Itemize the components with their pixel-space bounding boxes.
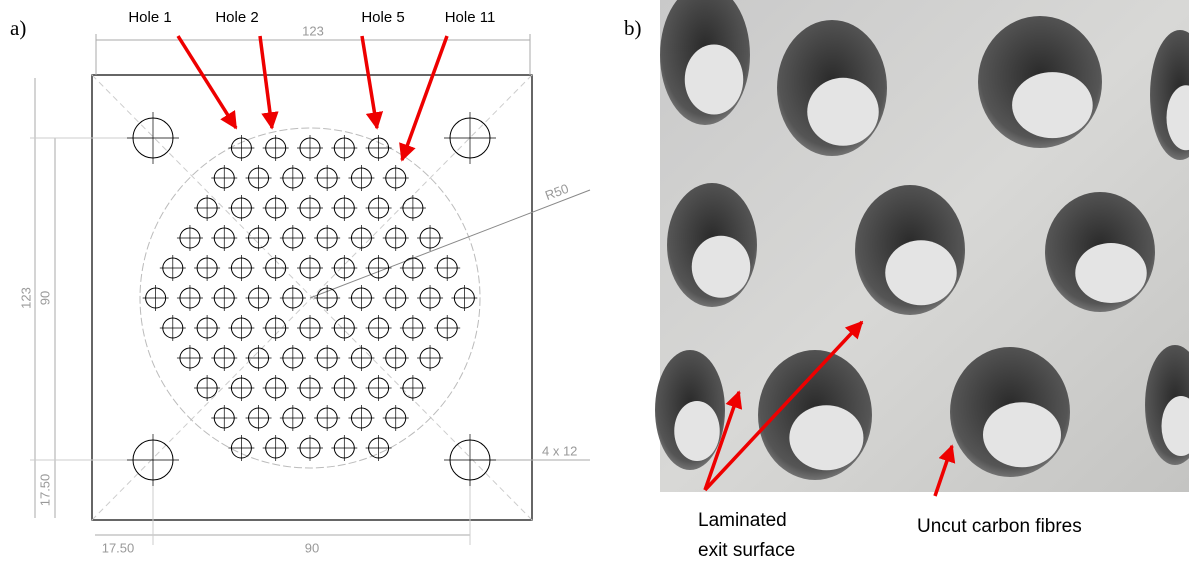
panel-label: b) <box>624 16 642 40</box>
annotation: Laminated <box>698 510 787 531</box>
dimension-label: 90 <box>305 540 319 555</box>
hole-pattern <box>127 112 496 486</box>
dimension-label: 123 <box>302 23 324 38</box>
photo-hole-exit <box>789 405 863 470</box>
annotation: Uncut carbon fibres <box>917 516 1082 537</box>
page: a) Hole 1 Hole 2 Hole 5 Hole 11 123 123 … <box>0 0 1189 565</box>
photo-hole-exit <box>685 45 744 115</box>
figure: a) Hole 1 Hole 2 Hole 5 Hole 11 123 123 … <box>0 0 1189 565</box>
arrow <box>178 36 236 128</box>
photo-hole-exit <box>885 240 957 305</box>
arrow <box>362 36 377 128</box>
hole-label: Hole 11 <box>445 9 496 26</box>
hole-label: Hole 5 <box>361 9 404 26</box>
photo-hole-exit <box>1075 243 1147 303</box>
dimension-label: 17.50 <box>37 474 52 507</box>
dimension-label: 4 x 12 <box>542 443 577 458</box>
photo <box>655 0 1189 492</box>
technical-drawing <box>30 34 590 545</box>
radius-line <box>310 190 590 298</box>
hole-label: Hole 1 <box>128 9 171 26</box>
arrow <box>260 36 272 128</box>
dimension-label: R50 <box>543 181 571 203</box>
dimension-label: 90 <box>37 291 52 305</box>
photo-hole-exit <box>674 401 720 461</box>
dimension-label: 123 <box>18 287 33 309</box>
photo-hole-exit <box>692 236 751 298</box>
photo-hole-exit <box>983 402 1061 467</box>
hole-label: Hole 2 <box>215 9 258 26</box>
arrow <box>402 36 447 160</box>
annotation: exit surface <box>698 540 795 561</box>
photo-hole-exit <box>1012 72 1093 138</box>
panel-label: a) <box>10 16 26 40</box>
photo-hole-exit <box>807 78 879 146</box>
dimension-label: 17.50 <box>102 540 135 555</box>
